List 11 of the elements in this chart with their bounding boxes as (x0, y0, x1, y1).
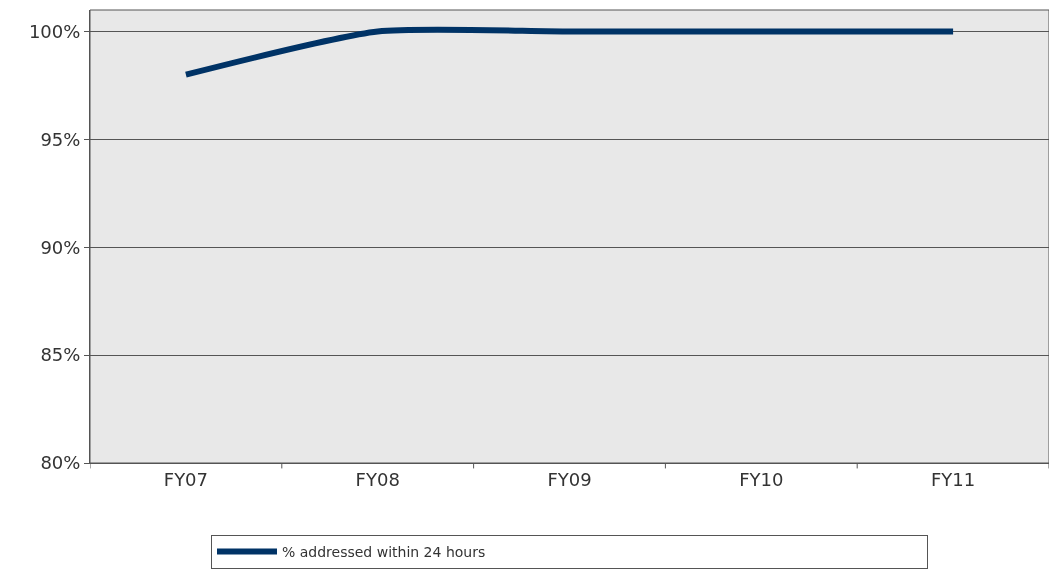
x-tick-label: FY11 (930, 468, 976, 490)
x-tick-label: FY09 (547, 468, 592, 490)
x-tick-label: FY10 (739, 468, 784, 490)
y-tick-label: 90% (40, 236, 81, 258)
y-tick-label: 100% (28, 20, 81, 42)
y-tick-label: 95% (40, 128, 81, 150)
x-tick-label: FY07 (163, 468, 209, 490)
y-tick-label: 80% (40, 452, 81, 474)
legend-label: % addressed within 24 hours (282, 544, 486, 561)
x-tick-label: FY08 (355, 468, 400, 490)
y-tick-label: 85% (40, 344, 81, 366)
